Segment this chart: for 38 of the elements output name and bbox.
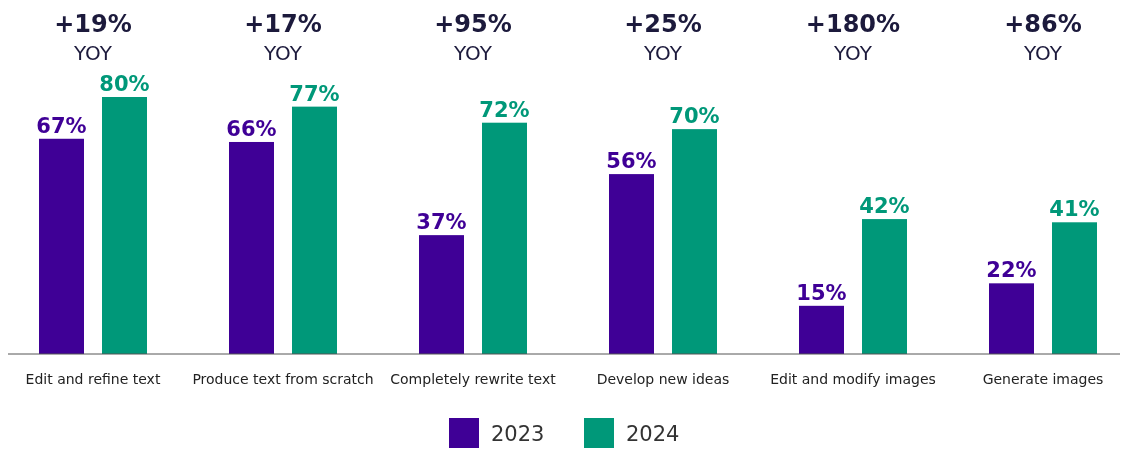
x-tick-label: Produce text from scratch (192, 371, 374, 387)
x-tick-label: Completely rewrite text (390, 371, 557, 387)
text: +25% YOY (624, 10, 702, 65)
bar (229, 141, 274, 354)
bar (862, 219, 907, 354)
data-label: 22% (986, 258, 1037, 283)
data-label: 42% (859, 194, 910, 219)
text: +86% YOY (1004, 10, 1082, 65)
data-label: 41% (1049, 197, 1100, 222)
text: +19% YOY (54, 10, 132, 65)
bar (482, 122, 527, 354)
x-tick-label: Develop new ideas (596, 371, 730, 387)
data-label: 67% (36, 113, 87, 138)
x-tick-label: Edit and refine text (25, 371, 161, 387)
data-label: 70% (669, 104, 720, 129)
bar (672, 129, 717, 354)
data-label: 80% (99, 72, 150, 96)
bar (799, 305, 844, 354)
bar (419, 235, 464, 354)
data-label: 15% (796, 280, 847, 305)
bar (989, 283, 1034, 354)
x-tick-label: Generate images (982, 371, 1104, 387)
bar (1052, 222, 1097, 354)
bar (292, 106, 337, 354)
data-label: 72% (479, 97, 530, 122)
data-label: 77% (289, 81, 340, 106)
legend-label: 2023 (491, 422, 545, 446)
bar (102, 97, 147, 354)
x-tick-label: Edit and modify images (770, 371, 936, 387)
bar (609, 174, 654, 354)
data-label: 37% (416, 210, 467, 235)
data-label: 56% (606, 149, 657, 174)
text: +95% YOY (434, 10, 512, 65)
data-label: 66% (226, 116, 277, 141)
bar (39, 138, 84, 354)
text: +180% YOY (805, 10, 901, 65)
text: +17% YOY (244, 10, 322, 65)
legend-label: 2024 (626, 422, 680, 446)
